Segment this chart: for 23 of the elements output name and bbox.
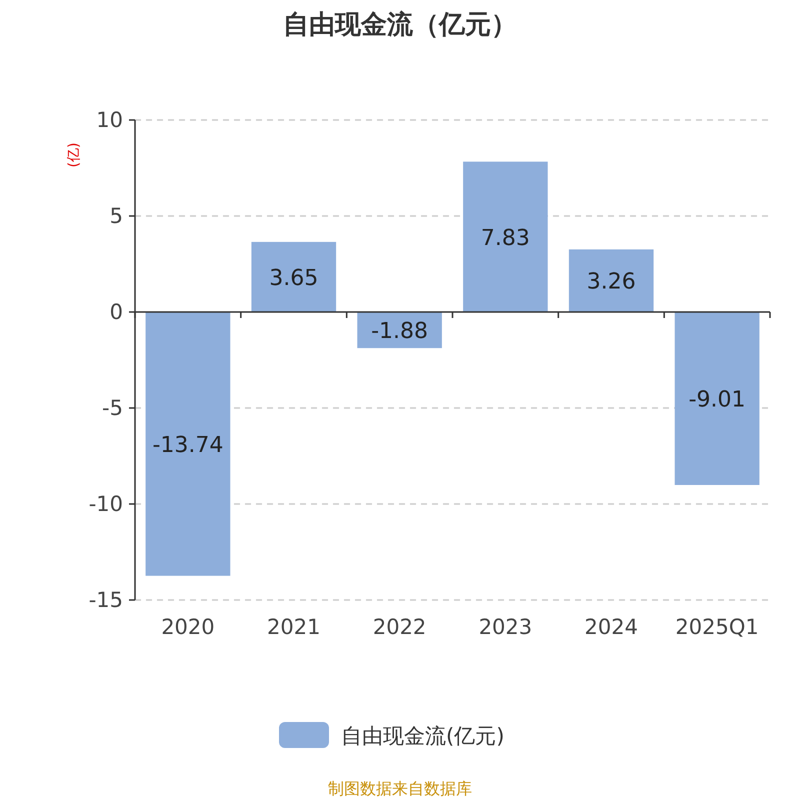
text: 制图数据来自数据库 (328, 779, 472, 798)
y-axis-title: (亿) (66, 142, 82, 168)
x-tick-label: 2021 (267, 615, 320, 639)
legend: 自由现金流(亿元) (279, 722, 504, 748)
data-label: 7.83 (480, 226, 530, 251)
x-tick-label: 2024 (584, 615, 638, 639)
x-tick-label: 2025Q1 (675, 615, 759, 639)
y-tick-label: 5 (110, 204, 123, 228)
x-tick-label: 2022 (372, 615, 426, 639)
legend-label: 自由现金流(亿元) (341, 724, 504, 748)
data-label: -13.74 (152, 432, 224, 458)
y-tick-label: 0 (110, 300, 123, 324)
y-tick-label: -15 (88, 588, 123, 612)
chart-title: 自由现金流（亿元） (283, 10, 517, 40)
data-label: 3.65 (269, 266, 318, 291)
data-label: -9.01 (688, 387, 746, 412)
data-label: -1.88 (371, 319, 428, 344)
data-label: 3.26 (586, 270, 636, 295)
y-tick-label: -5 (102, 396, 123, 420)
y-tick-label: -10 (88, 492, 123, 516)
x-tick-label: 2023 (478, 615, 532, 639)
x-tick-label: 2020 (161, 615, 215, 639)
y-tick-label: 10 (96, 108, 123, 132)
